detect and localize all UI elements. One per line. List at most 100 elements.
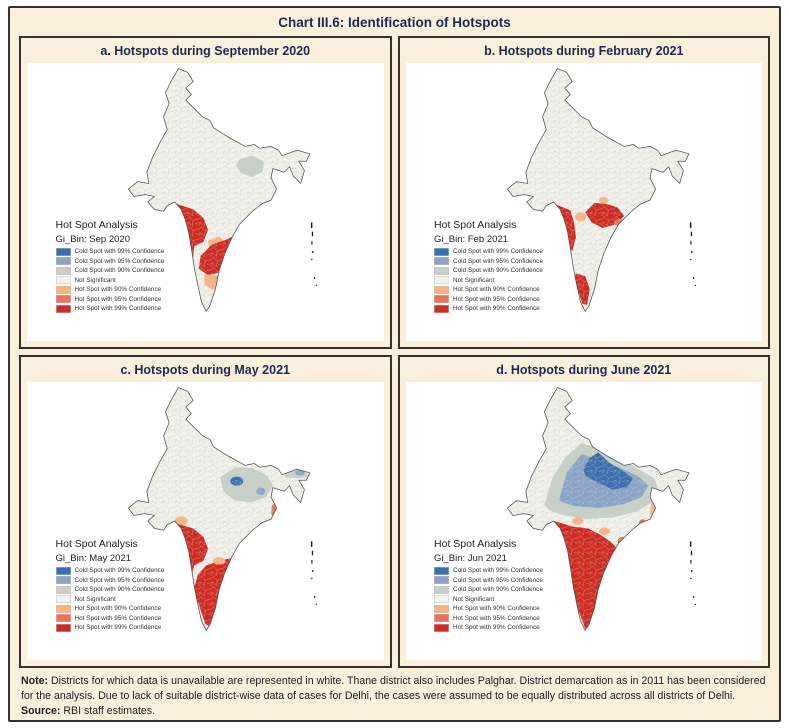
- panel-september-2020: a. Hotspots during September 2020: [19, 36, 392, 349]
- legend-label: Hot Spot with 90% Confidence: [453, 605, 540, 613]
- figure-title: Chart III.6: Identification of Hotspots: [278, 15, 511, 30]
- legend-title: Hot Spot Analysis: [434, 218, 517, 231]
- source-line: Source: RBI staff estimates.: [21, 704, 768, 719]
- legend-item: Hot Spot with 99% Confidence: [434, 304, 543, 313]
- legend-item: Not Significant: [55, 276, 165, 285]
- note-label: Note:: [21, 675, 49, 687]
- source-label: Source:: [21, 705, 61, 718]
- legend-item: Hot Spot with 90% Confidence: [434, 604, 543, 613]
- legend-swatch: [434, 566, 449, 575]
- figure-frame: Chart III.6: Identification of Hotspots …: [8, 6, 781, 722]
- panel-title: b. Hotspots during February 2021: [484, 44, 684, 58]
- legend-label: Hot Spot with 99% Confidence: [74, 305, 162, 313]
- legend: Hot Spot Analysis Gi_Bin: Sep 2020 Cold …: [55, 218, 165, 315]
- legend-label: Hot Spot with 90% Confidence: [74, 286, 162, 294]
- india-choropleth-map: [506, 68, 696, 312]
- panel-may-2021: c. Hotspots during May 2021: [19, 355, 392, 668]
- legend-label: Not Significant: [74, 276, 116, 284]
- legend-label: Cold Spot with 99% Confidence: [453, 248, 543, 256]
- map-area: Hot Spot Analysis Gi_Bin: Feb 2021 Cold …: [405, 63, 762, 341]
- legend-item: Hot Spot with 95% Confidence: [434, 295, 543, 304]
- legend-item: Hot Spot with 95% Confidence: [55, 614, 165, 623]
- legend: Hot Spot Analysis Gi_Bin: May 2021 Cold …: [55, 537, 165, 634]
- legend-swatch: [55, 285, 71, 294]
- legend-swatch: [434, 623, 449, 632]
- source-text: RBI staff estimates.: [60, 705, 156, 718]
- legend-swatch: [434, 295, 449, 304]
- legend-swatch: [434, 576, 449, 585]
- legend-swatch: [434, 595, 449, 604]
- legend-title: Hot Spot Analysis: [55, 537, 138, 550]
- legend-swatch: [434, 247, 449, 256]
- legend-label: Cold Spot with 95% Confidence: [453, 576, 543, 584]
- legend-label: Not Significant: [453, 595, 495, 603]
- legend-item: Cold Spot with 90% Confidence: [434, 266, 543, 275]
- legend-label: Cold Spot with 90% Confidence: [74, 586, 165, 594]
- legend-label: Hot Spot with 99% Confidence: [74, 624, 162, 632]
- legend-item: Hot Spot with 99% Confidence: [434, 623, 543, 632]
- panel-grid: a. Hotspots during September 2020: [19, 36, 770, 668]
- legend-swatch: [55, 304, 71, 313]
- legend-label: Cold Spot with 90% Confidence: [453, 586, 543, 594]
- legend-item: Hot Spot with 95% Confidence: [434, 614, 543, 623]
- legend-item: Cold Spot with 95% Confidence: [434, 257, 543, 266]
- legend-swatch: [55, 623, 71, 632]
- legend-item: Hot Spot with 99% Confidence: [55, 304, 165, 313]
- legend-item: Hot Spot with 90% Confidence: [55, 285, 165, 294]
- legend-label: Hot Spot with 95% Confidence: [74, 614, 162, 622]
- legend-label: Hot Spot with 95% Confidence: [74, 295, 162, 303]
- legend-title: Hot Spot Analysis: [434, 537, 517, 550]
- legend-swatch: [55, 595, 71, 604]
- legend-item: Cold Spot with 99% Confidence: [55, 247, 164, 256]
- map-area: Hot Spot Analysis Gi_Bin: May 2021 Cold …: [27, 382, 384, 660]
- legend-swatch: [55, 295, 71, 304]
- legend-item: Hot Spot with 90% Confidence: [434, 285, 543, 294]
- legend-swatch: [434, 304, 449, 313]
- legend-label: Not Significant: [453, 276, 495, 284]
- legend-label: Hot Spot with 90% Confidence: [453, 286, 540, 294]
- legend-item: Cold Spot with 99% Confidence: [434, 247, 543, 256]
- legend-subtitle: Gi_Bin: Sep 2020: [55, 233, 130, 245]
- legend-item: Hot Spot with 95% Confidence: [55, 295, 165, 304]
- andaman-islands: [689, 541, 696, 606]
- legend-swatch: [55, 257, 71, 266]
- andaman-islands: [689, 222, 696, 287]
- legend-swatch: [55, 585, 71, 594]
- legend-item: Cold Spot with 90% Confidence: [55, 266, 164, 275]
- legend-item: Not Significant: [55, 595, 165, 604]
- india-choropleth-map: [127, 387, 318, 631]
- panel-title: a. Hotspots during September 2020: [100, 44, 311, 58]
- legend-swatch: [434, 266, 449, 275]
- legend-swatch: [55, 614, 71, 623]
- legend-label: Hot Spot with 99% Confidence: [453, 305, 540, 313]
- panel-title: d. Hotspots during June 2021: [496, 363, 672, 377]
- legend-label: Hot Spot with 95% Confidence: [453, 614, 540, 622]
- map-area: Hot Spot Analysis Gi_Bin: Jun 2021 Cold …: [405, 382, 762, 660]
- legend-swatch: [434, 276, 449, 285]
- legend-title: Hot Spot Analysis: [55, 218, 138, 231]
- note-text: Districts for which data is unavailable …: [21, 675, 766, 703]
- legend-item: Not Significant: [434, 595, 543, 604]
- legend-swatch: [434, 257, 449, 266]
- legend-label: Not Significant: [74, 595, 116, 603]
- map-area: Hot Spot Analysis Gi_Bin: Sep 2020 Cold …: [27, 63, 384, 341]
- panel-june-2021: d. Hotspots during June 2021: [397, 355, 770, 668]
- legend-swatch: [55, 247, 71, 256]
- legend-item: Cold Spot with 95% Confidence: [434, 576, 543, 585]
- legend-item: Cold Spot with 99% Confidence: [434, 566, 543, 575]
- legend-swatch: [55, 604, 71, 613]
- legend-label: Hot Spot with 99% Confidence: [453, 624, 540, 632]
- legend-label: Cold Spot with 95% Confidence: [74, 257, 165, 265]
- legend-item: Cold Spot with 99% Confidence: [55, 566, 165, 575]
- legend-swatch: [434, 285, 449, 294]
- legend-label: Cold Spot with 99% Confidence: [74, 567, 165, 575]
- note-line: Note: Districts for which data is unavai…: [21, 674, 768, 704]
- panel-february-2021: b. Hotspots during February 2021: [397, 36, 770, 349]
- legend-swatch: [55, 566, 71, 575]
- panel-title: c. Hotspots during May 2021: [120, 363, 290, 377]
- legend-label: Cold Spot with 99% Confidence: [453, 567, 543, 575]
- legend-item: Not Significant: [434, 276, 543, 285]
- legend-item: Cold Spot with 90% Confidence: [55, 585, 165, 594]
- legend-subtitle: Gi_Bin: Jun 2021: [434, 552, 507, 564]
- andaman-islands: [310, 222, 318, 287]
